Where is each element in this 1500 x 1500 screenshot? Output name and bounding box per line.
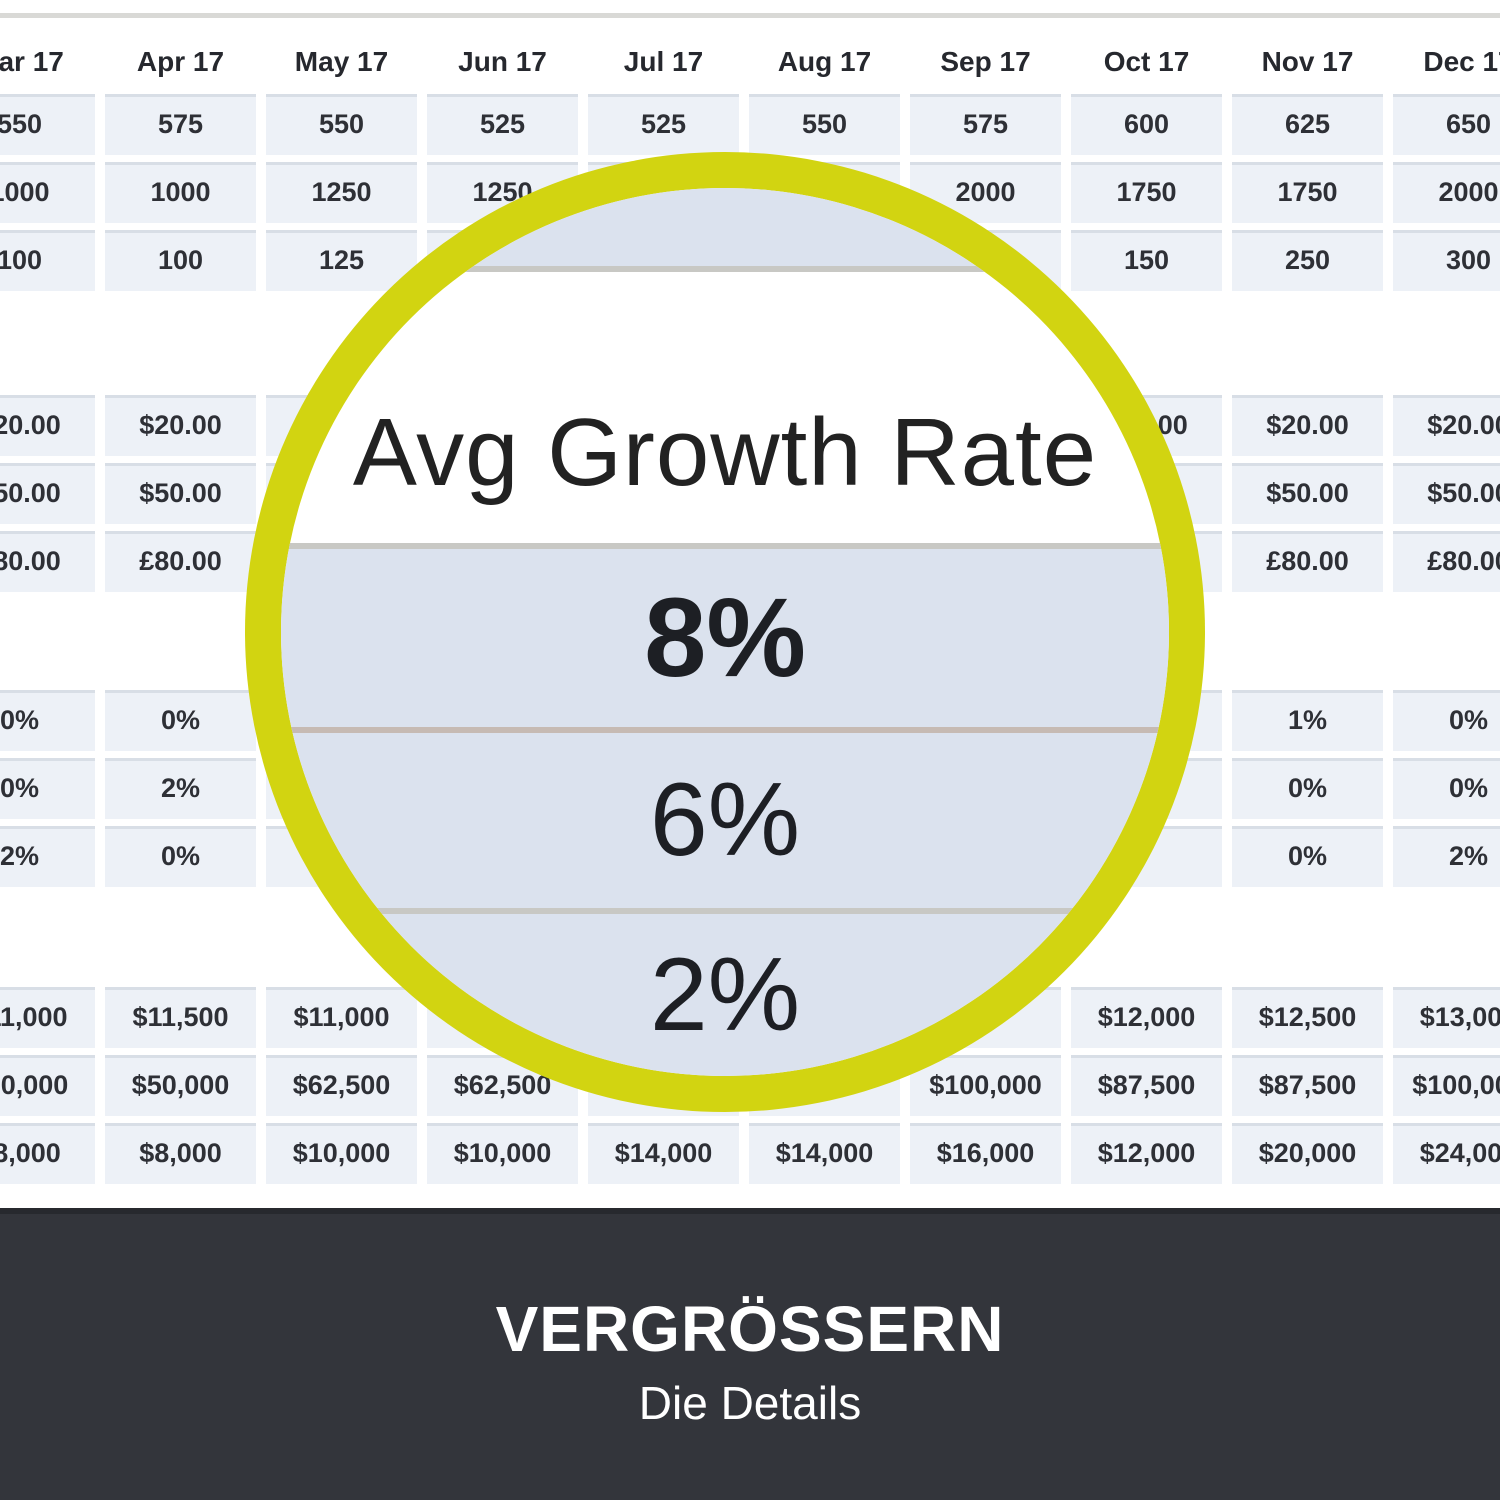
column-header: Jun 17 [458,46,547,77]
magnifier-circle: Avg Growth Rate 8% 6% 2% [245,152,1205,1112]
table-cell: 0% [0,690,95,751]
column-header: Jul 17 [623,46,704,77]
table-cell: 0% [105,826,256,887]
table-cell: £80.00 [1393,531,1500,592]
table-cell: $13,000 [1393,987,1500,1048]
table-cell: 100 [0,230,95,291]
table-cell: $100,000 [1393,1055,1500,1116]
table-cell: $12,000 [1071,1123,1222,1184]
table-cell: $11,500 [105,987,256,1048]
table-cell: 550 [749,94,900,155]
table-cell: $20.00 [1393,395,1500,456]
table-cell: 550 [0,94,95,155]
table-cell: £80.00 [1232,531,1383,592]
table-cell: $50,000 [0,1055,95,1116]
table-cell: $24,000 [1393,1123,1500,1184]
table-cell: $20.00 [1232,395,1383,456]
table-cell: $20.00 [0,395,95,456]
column-header: Mar 17 [0,46,64,77]
column-header: May 17 [294,46,389,77]
table-cell: 625 [1232,94,1383,155]
table-cell: $50.00 [1232,463,1383,524]
table-cell: $50,000 [105,1055,256,1116]
table-cell: $12,500 [1232,987,1383,1048]
table-cell: 650 [1393,94,1500,155]
column-header: Sep 17 [940,46,1031,77]
table-cell: 0% [0,758,95,819]
magnified-row-band [281,188,1169,266]
table-cell: 2% [1393,826,1500,887]
table-cell: 575 [910,94,1061,155]
table-cell: $8,000 [105,1123,256,1184]
table-cell: 2% [105,758,256,819]
column-header: Aug 17 [777,46,872,77]
table-cell: 1000 [105,162,256,223]
magnified-row-band [281,914,1169,1076]
table-cell: $16,000 [910,1123,1061,1184]
column-header: Oct 17 [1103,46,1190,77]
row-divider [281,727,1169,733]
table-cell: 300 [1393,230,1500,291]
table-cell: $87,500 [1232,1055,1383,1116]
table-cell: $14,000 [588,1123,739,1184]
table-cell: 1% [1232,690,1383,751]
footer-subtitle: Die Details [638,1377,862,1429]
column-header: Apr 17 [136,46,225,77]
table-top-border [0,13,1500,18]
table-cell: 575 [105,94,256,155]
table-cell: 250 [1232,230,1383,291]
table-cell: 0% [1232,758,1383,819]
table-cell: $10,000 [427,1123,578,1184]
table-cell: $20.00 [105,395,256,456]
table-cell: $11,000 [0,987,95,1048]
magnified-row-band [281,549,1169,727]
table-cell: 525 [588,94,739,155]
table-cell: $8,000 [0,1123,95,1184]
growth-rate-value: 8% [644,575,806,700]
table-cell: 0% [1232,826,1383,887]
magnifier-title: Avg Growth Rate [352,399,1098,506]
table-cell: $50.00 [105,463,256,524]
table-cell: $10,000 [266,1123,417,1184]
row-divider [281,908,1169,914]
table-cell: 525 [427,94,578,155]
table-cell: £80.00 [0,531,95,592]
footer-banner: VERGRÖSSERN Die Details [0,1208,1500,1500]
table-cell: $20,000 [1232,1123,1383,1184]
table-cell: £80.00 [105,531,256,592]
table-cell: 1000 [0,162,95,223]
table-cell: 2% [0,826,95,887]
magnifier-content: Avg Growth Rate 8% 6% 2% [281,188,1169,1076]
table-cell: 0% [1393,758,1500,819]
row-divider [281,266,1169,272]
table-cell: 0% [105,690,256,751]
column-header: Dec 17 [1423,46,1500,77]
table-cell: $50.00 [1393,463,1500,524]
growth-rate-value: 2% [649,937,801,1053]
table-cell: 1750 [1232,162,1383,223]
table-cell: 600 [1071,94,1222,155]
table-cell: 0% [1393,690,1500,751]
row-divider [281,543,1169,549]
table-cell: 550 [266,94,417,155]
table-cell: $14,000 [749,1123,900,1184]
table-cell: 2000 [1393,162,1500,223]
table-cell: 100 [105,230,256,291]
footer-title: VERGRÖSSERN [495,1293,1005,1365]
magnified-row-band [281,733,1169,908]
table-cell: $50.00 [0,463,95,524]
growth-rate-value: 6% [649,762,801,878]
column-header: Nov 17 [1261,46,1354,77]
